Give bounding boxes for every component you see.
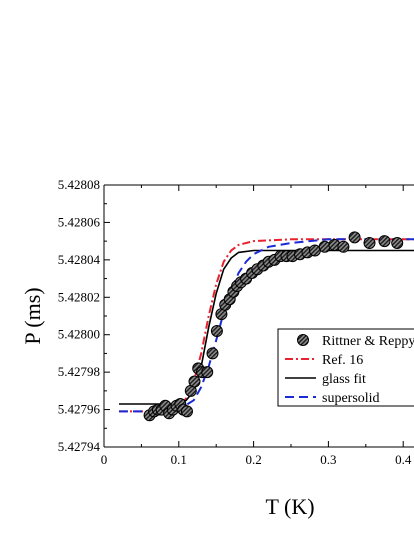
legend-marker: [297, 334, 309, 346]
y-tick-label: 5.42804: [58, 252, 101, 267]
x-tick-label: 0.2: [245, 452, 261, 467]
y-tick-label: 5.42798: [58, 364, 100, 379]
data-point: [206, 347, 219, 360]
x-tick-label: 0.1: [171, 452, 187, 467]
legend: Rittner & Reppy Ref. 16 glass fit supersoli…: [277, 328, 414, 407]
x-tick-label: 0.3: [320, 452, 336, 467]
data-point: [210, 325, 223, 337]
data-point: [318, 240, 331, 253]
y-tick-label: 5.42806: [58, 214, 101, 229]
y-axis-label: P (ms): [20, 287, 45, 344]
x-tick-label: 0.4: [395, 452, 412, 467]
y-tick-label: 5.42808: [58, 177, 100, 192]
axes: 0 0.1 0.2 0.3 0.4 5.42794 5.42796 5.42798 5.4280…: [58, 177, 414, 467]
data-point: [348, 231, 361, 244]
data-point: [363, 237, 376, 249]
legend-label: supersolid: [322, 391, 380, 406]
y-tick-label: 5.42794: [58, 439, 101, 454]
series-line-glass-fit: [119, 249, 414, 405]
y-tick-label: 5.42796: [58, 402, 101, 417]
data-point: [337, 240, 350, 253]
x-axis-label: T (K): [265, 494, 314, 519]
data-point: [391, 237, 404, 249]
legend-label: Rittner & Reppy: [322, 334, 414, 349]
legend-label: glass fit: [322, 372, 366, 387]
x-tick-label: 0: [101, 452, 108, 467]
y-tick-label: 5.42800: [58, 327, 100, 342]
data-point: [188, 375, 201, 388]
data-point: [378, 235, 391, 248]
data-point: [201, 366, 214, 379]
y-tick-label: 5.42802: [58, 289, 100, 304]
plot-area: [119, 231, 414, 422]
legend-label: Ref. 16: [322, 353, 363, 368]
data-point: [181, 405, 193, 418]
